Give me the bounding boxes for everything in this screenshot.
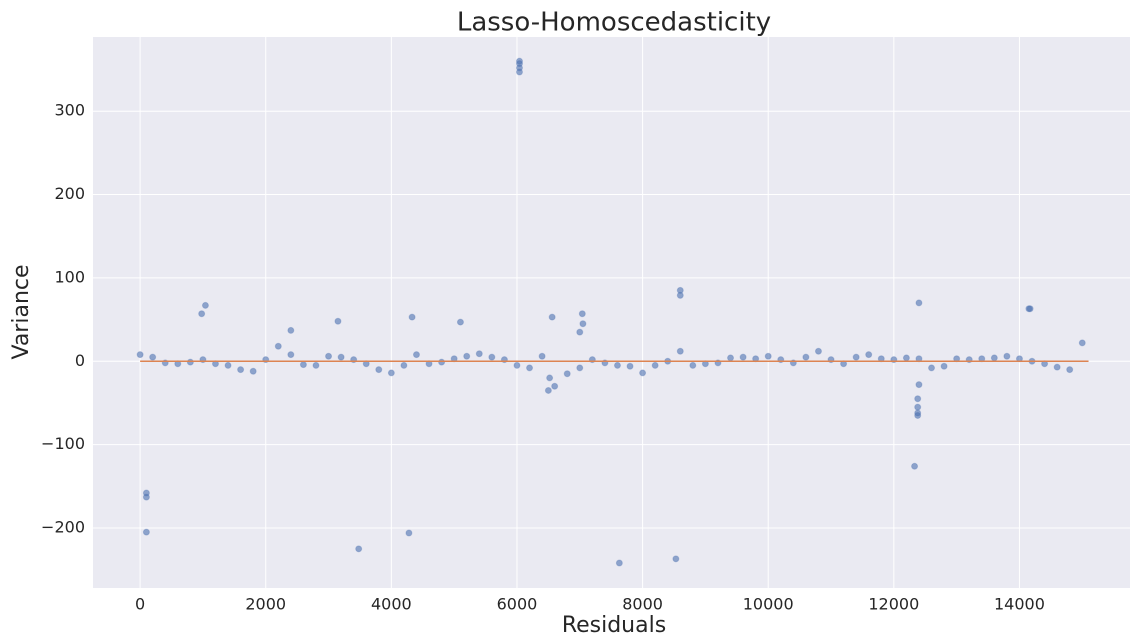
point: [902, 354, 910, 362]
point: [400, 361, 408, 369]
point: [412, 351, 420, 359]
point: [544, 386, 552, 394]
point: [615, 559, 623, 567]
point: [142, 528, 150, 536]
point: [456, 318, 464, 326]
y-tick-label: −100: [41, 434, 85, 453]
point: [548, 313, 556, 321]
point: [990, 354, 998, 362]
point: [914, 395, 922, 403]
point: [940, 362, 948, 370]
point: [739, 353, 747, 361]
point: [142, 493, 150, 501]
point: [727, 354, 735, 362]
point: [915, 381, 923, 389]
point: [312, 361, 320, 369]
point: [551, 382, 559, 390]
x-tick-label: 6000: [497, 595, 538, 614]
point: [802, 353, 810, 361]
point: [387, 369, 395, 377]
y-tick-label: −200: [41, 517, 85, 536]
point: [274, 342, 282, 350]
x-tick-label: 14000: [994, 595, 1045, 614]
point: [136, 351, 144, 359]
point: [613, 361, 621, 369]
point: [224, 361, 232, 369]
point: [764, 352, 772, 360]
point: [526, 364, 534, 372]
point: [1026, 305, 1034, 313]
point: [287, 326, 295, 334]
point: [911, 462, 919, 470]
point: [576, 328, 584, 336]
point: [914, 403, 922, 411]
y-tick-label: 200: [54, 184, 85, 203]
point: [438, 358, 446, 366]
point: [639, 369, 647, 377]
point: [1053, 363, 1061, 371]
point: [299, 361, 307, 369]
point: [689, 361, 697, 369]
point: [915, 299, 923, 307]
point: [676, 291, 684, 299]
point: [1003, 352, 1011, 360]
point: [579, 320, 587, 328]
y-tick-label: 100: [54, 267, 85, 286]
point: [463, 352, 471, 360]
point: [1066, 366, 1074, 374]
y-tick-label: 300: [54, 101, 85, 120]
point: [186, 358, 194, 366]
point: [201, 301, 209, 309]
chart-title: Lasso-Homoscedasticity: [457, 8, 771, 38]
point: [914, 411, 922, 419]
point: [475, 350, 483, 358]
x-tick-label: 2000: [245, 595, 286, 614]
x-tick-label: 4000: [371, 595, 412, 614]
point: [865, 351, 873, 359]
x-tick-label: 12000: [868, 595, 919, 614]
point: [672, 555, 680, 563]
point: [325, 352, 333, 360]
point: [546, 374, 554, 382]
plot-area: [93, 37, 1130, 588]
point: [515, 68, 523, 76]
point: [578, 310, 586, 318]
x-tick-label: 10000: [743, 595, 794, 614]
point: [334, 317, 342, 325]
y-tick-label: 0: [75, 351, 85, 370]
point: [676, 347, 684, 355]
point: [513, 361, 521, 369]
point: [515, 57, 523, 65]
x-tick-label: 0: [135, 595, 145, 614]
point: [576, 364, 584, 372]
point: [405, 529, 413, 537]
point: [538, 352, 546, 360]
point: [375, 366, 383, 374]
point: [287, 351, 295, 359]
point: [488, 353, 496, 361]
point: [249, 367, 257, 375]
point: [355, 545, 363, 553]
point: [198, 310, 206, 318]
x-axis-label: Residuals: [562, 613, 666, 637]
point: [408, 313, 416, 321]
x-tick-label: 8000: [622, 595, 663, 614]
point: [237, 366, 245, 374]
point: [563, 370, 571, 378]
point: [651, 361, 659, 369]
point: [928, 364, 936, 372]
point: [337, 353, 345, 361]
point: [1078, 339, 1086, 347]
point: [149, 353, 157, 361]
point: [814, 347, 822, 355]
point: [626, 362, 634, 370]
point: [852, 353, 860, 361]
y-axis-label: Variance: [9, 264, 34, 359]
